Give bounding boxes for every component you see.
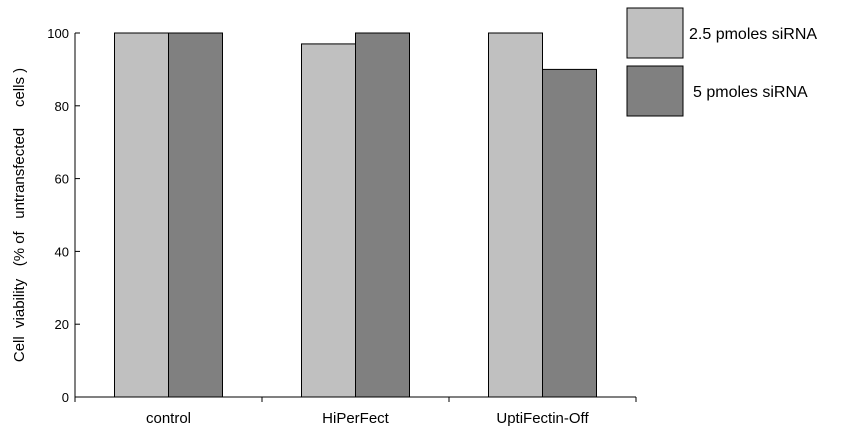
legend-label: 5 pmoles siRNA — [693, 84, 808, 101]
y-axis-label: Cell viability (% of untransfected cells… — [11, 68, 28, 362]
legend: 2.5 pmoles siRNA 5 pmoles siRNA — [626, 7, 817, 117]
x-tick-label: control — [146, 410, 191, 427]
y-tick-label: 40 — [55, 244, 69, 259]
x-tick-label: UptiFectin-Off — [496, 410, 589, 427]
bar — [168, 32, 223, 398]
bar — [114, 32, 169, 398]
bar — [542, 68, 597, 398]
legend-label: 2.5 pmoles siRNA — [689, 26, 817, 43]
y-tick-label: 60 — [55, 172, 69, 187]
x-axis-ticks — [74, 397, 637, 402]
plot-area: control HiPerFect UptiFectin-Off — [114, 32, 597, 427]
bar — [355, 32, 410, 398]
bar — [301, 43, 356, 398]
y-tick-label: 0 — [62, 390, 69, 405]
legend-swatch — [626, 7, 684, 59]
y-tick-label: 20 — [55, 317, 69, 332]
y-axis-ticks: 0 20 40 60 80 100 — [47, 26, 80, 405]
y-tick-label: 100 — [47, 26, 69, 41]
y-tick-label: 80 — [55, 99, 69, 114]
x-tick-label: HiPerFect — [322, 410, 390, 427]
legend-swatch — [626, 65, 684, 117]
bar — [488, 32, 543, 398]
